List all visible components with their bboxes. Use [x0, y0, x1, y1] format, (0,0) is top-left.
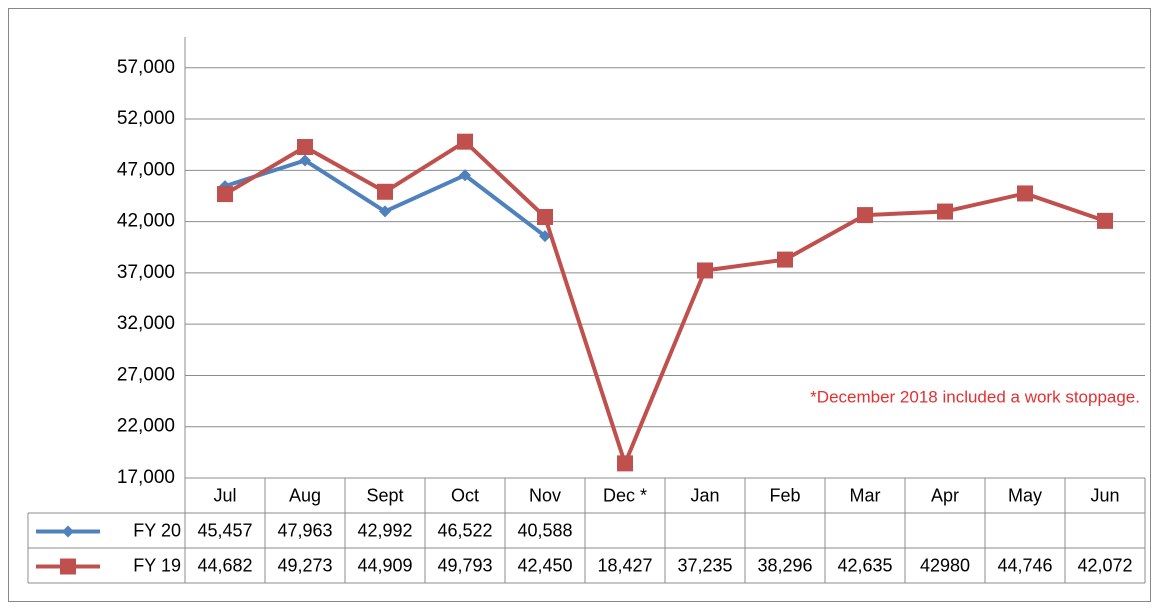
x-tick-label: Feb: [769, 485, 800, 505]
data-point: [299, 154, 311, 167]
data-point: [777, 251, 793, 268]
table-value: 44,909: [357, 555, 412, 575]
legend-marker: [62, 525, 74, 538]
data-point: [217, 186, 233, 203]
y-tick-label: 17,000: [117, 467, 175, 488]
data-point: [297, 139, 313, 156]
data-point: [697, 262, 713, 279]
y-tick-label: 37,000: [117, 262, 175, 283]
data-point: [377, 183, 393, 200]
y-tick-label: 27,000: [117, 364, 175, 385]
x-tick-label: Nov: [529, 485, 561, 505]
y-tick-label: 47,000: [117, 159, 175, 180]
legend-label: FY 20: [133, 520, 181, 540]
table-value: 40,588: [517, 520, 572, 540]
x-tick-label: Aug: [289, 485, 321, 505]
x-tick-label: Dec *: [603, 485, 647, 505]
table-value: 49,793: [437, 555, 492, 575]
data-point: [617, 455, 633, 472]
table-value: 38,296: [757, 555, 812, 575]
table-value: 45,457: [197, 520, 252, 540]
table-value: 37,235: [677, 555, 732, 575]
table-value: 18,427: [597, 555, 652, 575]
y-tick-label: 52,000: [117, 108, 175, 129]
chart-border: [8, 8, 1151, 602]
x-tick-label: Jan: [690, 485, 719, 505]
x-tick-label: Oct: [451, 485, 479, 505]
data-point: [937, 203, 953, 220]
table-value: 42980: [920, 555, 970, 575]
data-point: [857, 207, 873, 224]
x-tick-label: Mar: [850, 485, 881, 505]
y-tick-label: 32,000: [117, 313, 175, 334]
table-value: 44,682: [197, 555, 252, 575]
table-value: 42,635: [837, 555, 892, 575]
y-tick-label: 22,000: [117, 416, 175, 437]
legend-label: FY 19: [133, 555, 181, 575]
data-point: [537, 208, 553, 225]
data-point: [379, 205, 391, 218]
data-point: [457, 133, 473, 150]
y-tick-label: 57,000: [117, 57, 175, 78]
x-tick-label: Jul: [213, 485, 236, 505]
x-tick-label: Jun: [1090, 485, 1119, 505]
table-value: 49,273: [277, 555, 332, 575]
x-tick-label: Apr: [931, 485, 959, 505]
data-point: [1097, 212, 1113, 229]
table-value: 42,072: [1077, 555, 1132, 575]
table-value: 42,450: [517, 555, 572, 575]
data-point: [1017, 185, 1033, 202]
x-tick-label: Sept: [366, 485, 403, 505]
table-value: 44,746: [997, 555, 1052, 575]
table-value: 47,963: [277, 520, 332, 540]
table-value: 46,522: [437, 520, 492, 540]
annotation: *December 2018 included a work stoppage.: [810, 387, 1140, 406]
data-point: [459, 169, 471, 182]
y-tick-label: 42,000: [117, 211, 175, 232]
legend-marker: [60, 558, 76, 575]
table-value: 42,992: [357, 520, 412, 540]
data-point: [539, 230, 551, 243]
x-tick-label: May: [1008, 485, 1042, 505]
series-line: [223, 139, 1106, 466]
